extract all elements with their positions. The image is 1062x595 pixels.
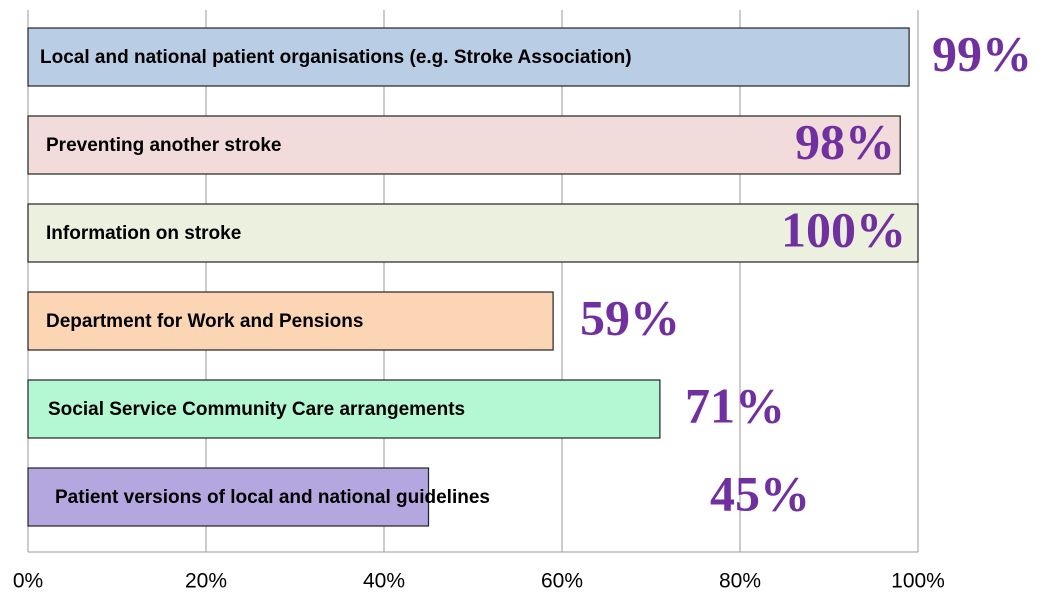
x-tick-label: 60% [541,570,583,593]
x-tick-label: 40% [363,570,405,593]
x-tick-label: 0% [13,570,43,593]
value-label: 59% [580,289,680,345]
x-tick-label: 100% [891,570,945,593]
category-label: Social Service Community Care arrangemen… [48,399,465,420]
category-label: Local and national patient organisations… [40,47,632,68]
value-label: 98% [795,113,895,169]
value-label: 71% [685,377,785,433]
value-label: 100% [781,201,906,257]
bar [27,27,910,87]
x-tick-label: 20% [185,570,227,593]
category-label: Department for Work and Pensions [46,311,363,332]
x-tick-label: 80% [719,570,761,593]
category-label: Information on stroke [46,223,241,244]
value-label: 99% [932,25,1032,81]
bar [27,379,661,439]
bar [27,291,554,351]
category-label: Patient versions of local and national g… [55,487,490,508]
bar [27,115,901,175]
value-label: 45% [710,465,810,521]
bar [27,467,430,527]
bar [27,203,919,263]
category-label: Preventing another stroke [46,135,281,156]
